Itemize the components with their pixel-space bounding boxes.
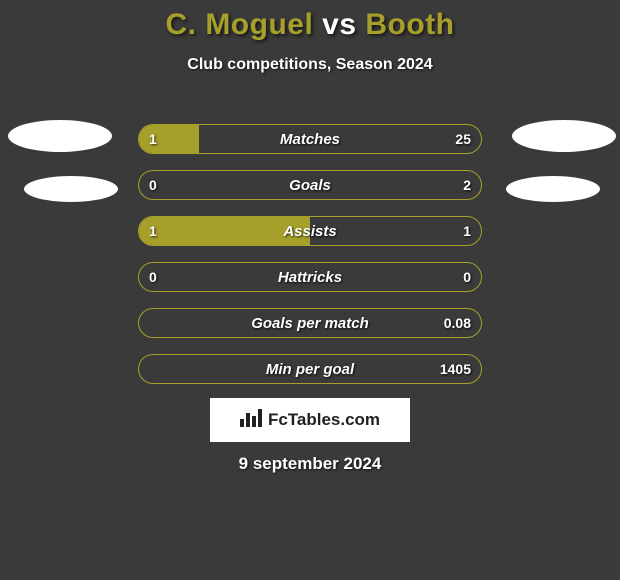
stat-right-value: 0.08 [444,309,471,337]
date-text: 9 september 2024 [0,454,620,474]
stat-label: Goals [139,171,481,199]
stat-row: Hattricks0 0 [138,262,482,292]
stat-row: Matches125 [138,124,482,154]
player2-club-placeholder [506,176,600,202]
brand-text: FcTables.com [268,410,380,430]
stat-right-value: 1 [463,217,471,245]
stat-row: Goals0 2 [138,170,482,200]
title-vs: vs [322,8,356,41]
stat-left-value: 0 [149,263,157,291]
stat-left-value: 0 [149,171,157,199]
player2-avatar-placeholder [512,120,616,152]
stat-row: Min per goal1405 [138,354,482,384]
stat-right-value: 1405 [440,355,471,383]
stat-row: Goals per match0.08 [138,308,482,338]
title-player1: C. Moguel [165,8,313,41]
title-player2: Booth [365,8,454,41]
comparison-card: C. Moguel vs Booth Club competitions, Se… [0,0,620,580]
subtitle: Club competitions, Season 2024 [0,56,620,74]
stat-label: Goals per match [139,309,481,337]
title: C. Moguel vs Booth [0,0,620,42]
stat-label: Min per goal [139,355,481,383]
stat-right-value: 2 [463,171,471,199]
stat-right-value: 25 [455,125,471,153]
stat-label: Hattricks [139,263,481,291]
stat-fill [139,217,310,245]
stat-fill [139,125,199,153]
player1-club-placeholder [24,176,118,202]
brand-badge: FcTables.com [210,398,410,442]
brand-chart-icon [240,409,262,432]
stat-row: Assists11 [138,216,482,246]
stat-right-value: 0 [463,263,471,291]
stat-bars: Matches125Goals02Assists11Hattricks00Goa… [138,124,482,400]
player1-avatar-placeholder [8,120,112,152]
